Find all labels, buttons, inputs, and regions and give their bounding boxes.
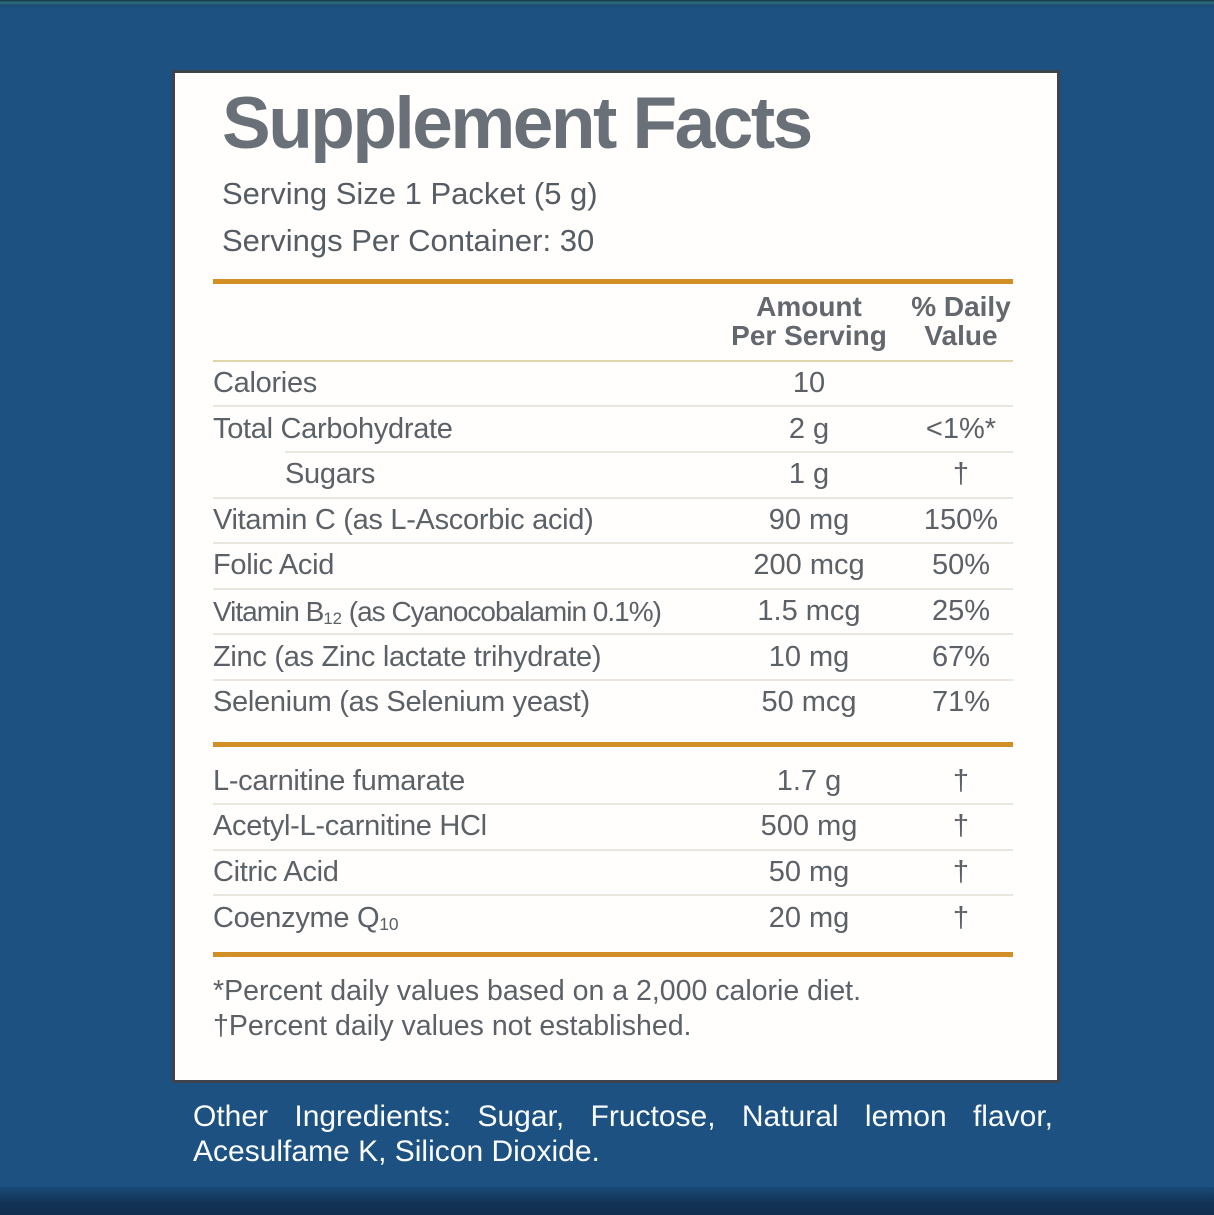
top-border-strip — [0, 0, 1214, 8]
nutrient-row: L-carnitine fumarate 1.7 g † — [213, 760, 1013, 804]
nutrient-row: Calories 10 — [213, 362, 1013, 406]
nutrient-daily-value: 25% — [931, 595, 991, 628]
nutrient-row: Acetyl-L-carnitine HCl 500 mg † — [213, 805, 1013, 849]
footnote-dagger: †Percent daily values not established. — [213, 1009, 692, 1042]
nutrient-rows-group-2: L-carnitine fumarate 1.7 g † Acetyl-L-carni… — [213, 760, 1013, 940]
nutrient-daily-value: <1%* — [925, 412, 997, 445]
nutrient-amount: 1.7 g — [776, 764, 842, 797]
footnote-asterisk: *Percent daily values based on a 2,000 c… — [213, 974, 861, 1007]
nutrient-name: Selenium (as Selenium yeast) — [213, 686, 590, 719]
row-separator — [213, 894, 1013, 897]
nutrient-daily-value: † — [952, 810, 970, 843]
row-separator — [285, 450, 1013, 453]
nutrient-daily-value: 150% — [923, 503, 999, 536]
nutrient-amount: 500 mg — [760, 810, 858, 843]
nutrient-row: Folic Acid 200 mcg 50% — [213, 544, 1013, 588]
nutrient-amount: 50 mcg — [761, 686, 857, 719]
nutrient-row: Coenzyme Q10 20 mg † — [213, 896, 1013, 940]
nutrient-daily-value: † — [952, 458, 970, 491]
row-separator — [213, 542, 1013, 545]
nutrient-row: Selenium (as Selenium yeast) 50 mcg 71% — [213, 681, 1013, 725]
footnotes: *Percent daily values based on a 2,000 c… — [213, 974, 1013, 1044]
nutrient-amount: 10 — [792, 367, 826, 400]
nutrient-name: Acetyl-L-carnitine HCl — [213, 810, 487, 843]
servings-per-container-text: Servings Per Container: 30 — [222, 223, 595, 258]
header-underline-rule — [213, 359, 1013, 362]
nutrient-amount: 200 mcg — [753, 549, 865, 582]
orange-rule-middle — [213, 741, 1013, 747]
row-separator — [213, 587, 1013, 590]
nutrient-amount: 2 g — [788, 412, 830, 445]
nutrient-daily-value: 71% — [931, 686, 991, 719]
nutrient-name: Vitamin C (as L-Ascorbic acid) — [213, 503, 594, 536]
page-title: Supplement Facts — [222, 83, 813, 164]
nutrient-name: Citric Acid — [213, 856, 339, 889]
nutrient-amount: 50 mg — [768, 856, 850, 889]
amount-column-header: Amount Per Serving — [731, 291, 887, 352]
nutrient-rows-group-1: Calories 10 Total Carbohydrate 2 g <1%* Sugar… — [213, 362, 1013, 725]
nutrient-row: Citric Acid 50 mg † — [213, 851, 1013, 895]
nutrient-amount: 20 mg — [768, 901, 850, 934]
row-separator — [213, 803, 1013, 806]
nutrient-amount: 1.5 mcg — [757, 595, 861, 628]
daily-value-column-header: % Daily Value — [911, 291, 1011, 352]
nutrient-name: Vitamin B12 (as Cyanocobalamin 0.1%) — [213, 595, 662, 629]
bottom-border-strip — [0, 1187, 1214, 1215]
nutrient-row: Zinc (as Zinc lactate trihydrate) 10 mg 67… — [213, 635, 1013, 679]
nutrient-name: Sugars — [285, 458, 376, 491]
nutrient-name: Zinc (as Zinc lactate trihydrate) — [213, 640, 602, 673]
nutrient-daily-value: 50% — [931, 549, 991, 582]
nutrient-name: Folic Acid — [213, 549, 335, 582]
row-separator — [213, 405, 1013, 408]
nutrient-amount: 90 mg — [768, 503, 850, 536]
nutrient-row: Total Carbohydrate 2 g <1%* — [213, 407, 1013, 451]
nutrient-name: Total Carbohydrate — [213, 412, 453, 445]
supplement-facts-panel: Supplement Facts Serving Size 1 Packet (… — [172, 70, 1060, 1083]
nutrient-daily-value: † — [952, 856, 970, 889]
nutrient-daily-value: † — [952, 901, 970, 934]
nutrient-name: Calories — [213, 367, 317, 400]
nutrient-amount: 1 g — [788, 458, 830, 491]
nutrient-name: Coenzyme Q10 — [213, 901, 399, 935]
table-header: Amount Per Serving % Daily Value — [213, 292, 1013, 351]
row-separator — [213, 496, 1013, 499]
row-separator — [213, 848, 1013, 851]
row-separator — [213, 633, 1013, 636]
nutrient-name: L-carnitine fumarate — [213, 764, 465, 797]
row-separator — [213, 678, 1013, 681]
other-ingredients-text: Other Ingredients: Sugar, Fructose, Natu… — [193, 1100, 1053, 1169]
nutrient-daily-value: 67% — [931, 640, 991, 673]
orange-rule-bottom — [213, 951, 1013, 957]
serving-size-text: Serving Size 1 Packet (5 g) — [222, 176, 598, 211]
nutrient-row: Vitamin B12 (as Cyanocobalamin 0.1%) 1.5 … — [213, 590, 1013, 634]
nutrient-row: Vitamin C (as L-Ascorbic acid) 90 mg 150% — [213, 499, 1013, 543]
nutrient-row: Sugars 1 g † — [213, 453, 1013, 497]
nutrient-amount: 10 mg — [768, 640, 850, 673]
orange-rule-top — [213, 279, 1013, 284]
nutrient-daily-value: † — [952, 764, 970, 797]
